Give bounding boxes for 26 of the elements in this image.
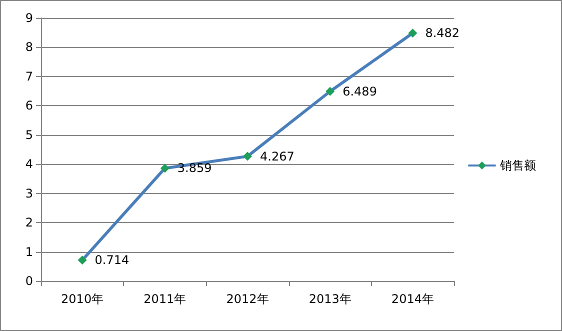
x-tick-label: 2014年 (391, 292, 434, 306)
x-tick-label: 2013年 (308, 292, 352, 306)
point (408, 28, 418, 38)
data-label: 4.267 (260, 149, 294, 164)
y-tick-label: 4 (25, 157, 33, 172)
y-tick-label: 6 (25, 98, 33, 113)
y-tick-label: 3 (25, 186, 33, 200)
y-tick-label: 1 (25, 244, 33, 259)
point (160, 164, 170, 173)
point (78, 256, 87, 265)
y-tick-label: 7 (25, 69, 33, 84)
x-tick-label: 2011年 (144, 292, 186, 306)
x-tick-label: 2010年 (61, 292, 104, 306)
x-tick-label: 2012年 (226, 292, 269, 306)
y-tick-label: 5 (25, 128, 33, 142)
point (326, 86, 335, 96)
point (243, 152, 252, 161)
data-label: 8.482 (425, 26, 460, 40)
data-label: 0.714 (94, 253, 130, 268)
y-tick-label: 0 (25, 274, 33, 288)
data-label: 3.859 (177, 161, 212, 176)
legend-label: 销售额 (499, 158, 536, 172)
y-tick-label: 2 (25, 216, 33, 230)
data-label: 6.489 (342, 84, 377, 98)
y-tick-label: 9 (25, 11, 33, 25)
y-tick-label: 8 (25, 40, 33, 54)
